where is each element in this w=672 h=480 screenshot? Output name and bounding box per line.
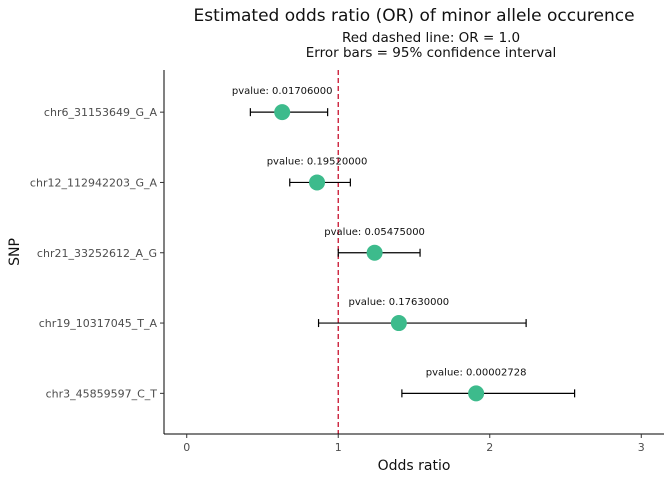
or-point <box>366 244 383 261</box>
y-tick-label: chr3_45859597_C_T <box>46 387 158 400</box>
y-tick-label: chr12_112942203_G_A <box>30 176 158 189</box>
x-tick-label: 0 <box>183 441 190 454</box>
pvalue-label: pvalue: 0.00002728 <box>426 367 527 378</box>
x-axis-ticks: 0 1 2 3 <box>183 434 645 454</box>
y-axis-ticks: chr6_31153649_G_A chr12_112942203_G_A chr2… <box>30 106 164 400</box>
pvalue-label: pvalue: 0.01706000 <box>232 86 333 97</box>
or-point <box>390 315 407 332</box>
chart-subtitle-line-1: Red dashed line: OR = 1.0 <box>342 30 520 46</box>
or-point <box>309 174 326 191</box>
pvalue-label: pvalue: 0.17630000 <box>349 297 450 308</box>
y-axis-title: SNP <box>7 238 23 266</box>
x-tick-label: 3 <box>638 441 645 454</box>
x-tick-label: 1 <box>335 441 342 454</box>
y-tick-label: chr21_33252612_A_G <box>37 247 157 260</box>
x-tick-label: 2 <box>486 441 493 454</box>
or-point <box>468 385 485 402</box>
y-tick-label: chr6_31153649_G_A <box>44 106 158 119</box>
x-axis-title: Odds ratio <box>378 458 451 474</box>
pvalue-label: pvalue: 0.19520000 <box>267 156 368 167</box>
plot-area: pvalue: 0.01706000 pvalue: 0.19520000 pval… <box>232 70 576 434</box>
y-tick-label: chr19_10317045_T_A <box>39 317 158 330</box>
or-point <box>274 104 291 121</box>
chart-title: Estimated odds ratio (OR) of minor allel… <box>193 6 634 26</box>
pvalue-label: pvalue: 0.05475000 <box>324 227 425 238</box>
chart-subtitle-line-2: Error bars = 95% confidence interval <box>306 45 556 61</box>
